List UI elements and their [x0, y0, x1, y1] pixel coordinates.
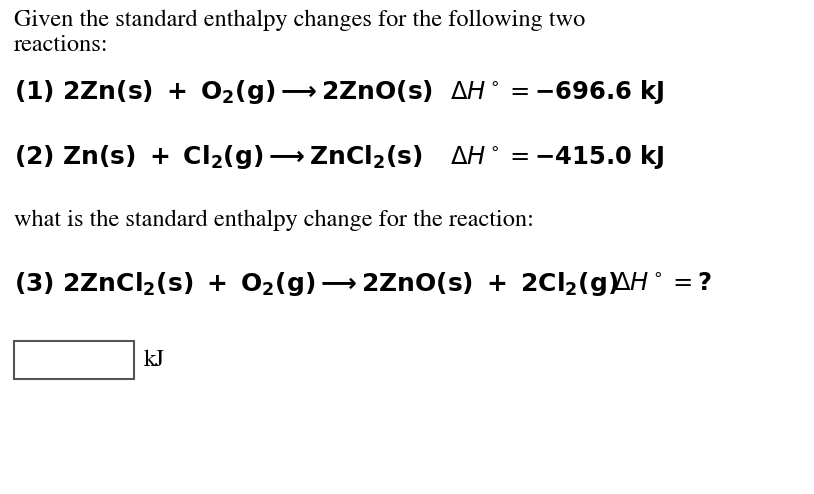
Text: reactions:: reactions:: [14, 35, 108, 56]
Text: $\bf{(2)\ Zn(s)\ +\ Cl_2(g){\longrightarrow}ZnCl_2(s)}$: $\bf{(2)\ Zn(s)\ +\ Cl_2(g){\longrightar…: [14, 143, 422, 171]
Text: kJ: kJ: [144, 349, 165, 370]
Text: what is the standard enthalpy change for the reaction:: what is the standard enthalpy change for…: [14, 209, 534, 231]
Text: $\bf{(3)\ 2ZnCl_2(s)\ +\ O_2(g){\longrightarrow}2ZnO(s)\ +\ 2Cl_2(g)}$: $\bf{(3)\ 2ZnCl_2(s)\ +\ O_2(g){\longrig…: [14, 270, 619, 298]
Text: $\Delta H^\circ = \mathbf{?}$: $\Delta H^\circ = \mathbf{?}$: [613, 272, 711, 296]
Text: $\Delta H^\circ = \mathbf{-415.0}\ \mathbf{kJ}$: $\Delta H^\circ = \mathbf{-415.0}\ \math…: [450, 143, 664, 171]
Text: Given the standard enthalpy changes for the following two: Given the standard enthalpy changes for …: [14, 9, 585, 31]
Text: $\bf{(1)\ 2Zn(s)\ +\ O_2(g){\longrightarrow}2ZnO(s)}$: $\bf{(1)\ 2Zn(s)\ +\ O_2(g){\longrightar…: [14, 78, 433, 106]
Text: $\Delta H^\circ = \mathbf{-696.6}\ \mathbf{kJ}$: $\Delta H^\circ = \mathbf{-696.6}\ \math…: [450, 78, 664, 106]
Bar: [14, 341, 134, 379]
